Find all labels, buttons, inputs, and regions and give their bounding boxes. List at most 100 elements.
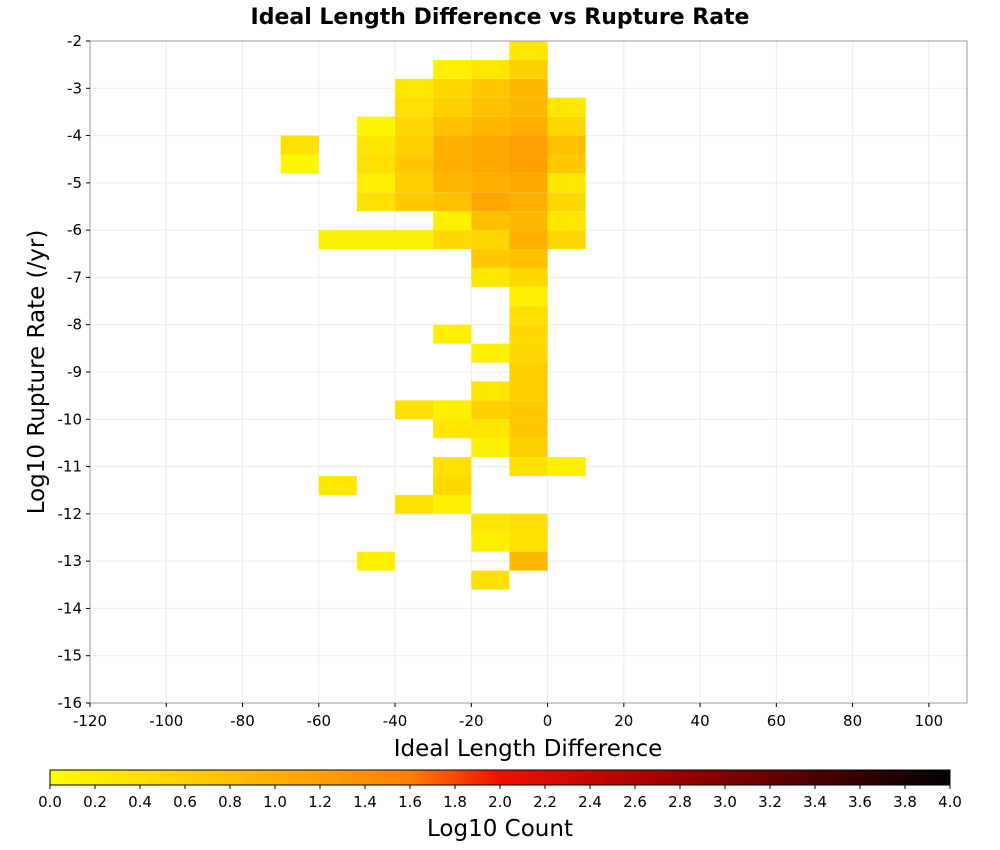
heatmap-cell	[547, 154, 586, 174]
heatmap-cells	[280, 41, 586, 590]
heatmap-cell	[280, 154, 319, 174]
heatmap-cell	[509, 362, 548, 382]
heatmap-cell	[509, 305, 548, 325]
heatmap-cell	[395, 97, 434, 117]
heatmap-cell	[433, 457, 472, 477]
x-tick-label: 40	[691, 712, 710, 730]
heatmap-cell	[509, 97, 548, 117]
heatmap-cell	[433, 494, 472, 514]
colorbar-tick-label: 0.2	[83, 793, 107, 811]
heatmap-cell	[547, 173, 586, 193]
heatmap-cell	[356, 551, 396, 571]
chart-title: Ideal Length Difference vs Rupture Rate	[251, 5, 750, 30]
heatmap-cell	[433, 211, 472, 231]
heatmap-cell	[433, 419, 472, 439]
y-axis-label: Log10 Rupture Rate (/yr)	[24, 230, 50, 515]
x-tick-label: 60	[767, 712, 786, 730]
heatmap-cell	[509, 532, 548, 552]
x-axis-ticks: -120 -100 -80 -60 -40 -20 0 20 40 60 80 100	[73, 703, 943, 730]
colorbar-tick-label: 3.0	[713, 793, 737, 811]
y-tick-label: -8	[67, 316, 82, 334]
heatmap-cell	[356, 230, 396, 250]
heatmap-cell	[318, 230, 357, 250]
colorbar-label: Log10 Count	[427, 816, 573, 842]
heatmap-cell	[509, 192, 548, 212]
colorbar-tick-label: 1.8	[443, 793, 467, 811]
heatmap-cell	[471, 211, 510, 231]
heatmap-cell	[433, 135, 472, 155]
colorbar-tick-label: 0.6	[173, 793, 197, 811]
x-tick-label: 0	[543, 712, 553, 730]
colorbar-tick-label: 0.8	[218, 793, 242, 811]
heatmap-cell	[509, 135, 548, 155]
x-tick-label: -120	[73, 712, 107, 730]
heatmap-cell	[509, 211, 548, 231]
heatmap-cell	[509, 286, 548, 306]
heatmap-cell	[318, 476, 357, 495]
colorbar-tick-label: 1.4	[353, 793, 377, 811]
x-tick-label: -80	[230, 712, 255, 730]
heatmap-cell	[471, 419, 510, 439]
heatmap-cell	[433, 116, 472, 136]
heatmap-cell	[395, 230, 434, 250]
heatmap-cell	[471, 570, 510, 590]
y-tick-label: -13	[58, 552, 83, 570]
heatmap-cell	[471, 78, 510, 98]
x-tick-label: -40	[383, 712, 408, 730]
x-tick-label: -60	[307, 712, 332, 730]
heatmap-cell	[471, 249, 510, 268]
heatmap-cell	[509, 41, 548, 60]
heatmap-cell	[509, 551, 548, 571]
y-tick-label: -7	[67, 268, 82, 286]
heatmap-cell	[509, 381, 548, 401]
heatmap-cell	[471, 173, 510, 193]
heatmap-cell	[547, 457, 586, 477]
heatmap-cell	[433, 230, 472, 250]
y-axis-ticks: -2 -3 -4 -5 -6 -7 -8 -9 -10 -11 -12 -13 -14 -15 -16	[58, 32, 90, 712]
heatmap-cell	[433, 154, 472, 174]
colorbar-tick-label: 3.6	[848, 793, 872, 811]
colorbar-tick-label: 2.0	[488, 793, 512, 811]
heatmap-cell	[433, 78, 472, 98]
heatmap-cell	[471, 59, 510, 79]
colorbar-tick-label: 1.2	[308, 793, 332, 811]
heatmap-cell	[471, 513, 510, 533]
colorbar-tick-label: 3.8	[893, 793, 917, 811]
heatmap-cell	[509, 343, 548, 363]
x-tick-label: -20	[459, 712, 484, 730]
y-tick-label: -3	[67, 79, 82, 97]
colorbar-tick-label: 3.4	[803, 793, 827, 811]
colorbar-tick-label: 1.6	[398, 793, 422, 811]
y-tick-label: -11	[58, 458, 83, 476]
y-tick-label: -6	[67, 221, 82, 239]
heatmap-cell	[509, 438, 548, 458]
heatmap-cell	[471, 230, 510, 250]
heatmap-cell	[509, 267, 548, 287]
colorbar-tick-label: 2.2	[533, 793, 557, 811]
heatmap-cell	[433, 324, 472, 344]
heatmap-cell	[471, 192, 510, 212]
heatmap-cell	[509, 230, 548, 250]
x-axis-label: Ideal Length Difference	[394, 736, 663, 762]
heatmap-cell	[433, 192, 472, 212]
y-tick-label: -2	[67, 32, 82, 50]
heatmap-cell	[509, 457, 548, 477]
y-tick-label: -12	[58, 505, 83, 523]
heatmap-cell	[547, 116, 586, 136]
heatmap-cell	[356, 135, 396, 155]
heatmap-cell	[433, 59, 472, 79]
colorbar-tick-label: 2.8	[668, 793, 692, 811]
colorbar-tick-label: 2.6	[623, 793, 647, 811]
heatmap-cell	[547, 192, 586, 212]
y-tick-label: -4	[67, 127, 82, 145]
y-tick-label: -9	[67, 363, 82, 381]
heatmap-cell	[547, 230, 586, 250]
colorbar-tick-label: 1.0	[263, 793, 287, 811]
heatmap-cell	[471, 116, 510, 136]
heatmap-cell	[471, 343, 510, 363]
heatmap-cell	[433, 400, 472, 420]
colorbar-ticks: 0.0 0.2 0.4 0.6 0.8 1.0 1.2 1.4 1.6 1.8 2.0 2.2 2.4 2…	[38, 785, 962, 811]
heatmap-cell	[280, 135, 319, 155]
heatmap-cell	[471, 97, 510, 117]
